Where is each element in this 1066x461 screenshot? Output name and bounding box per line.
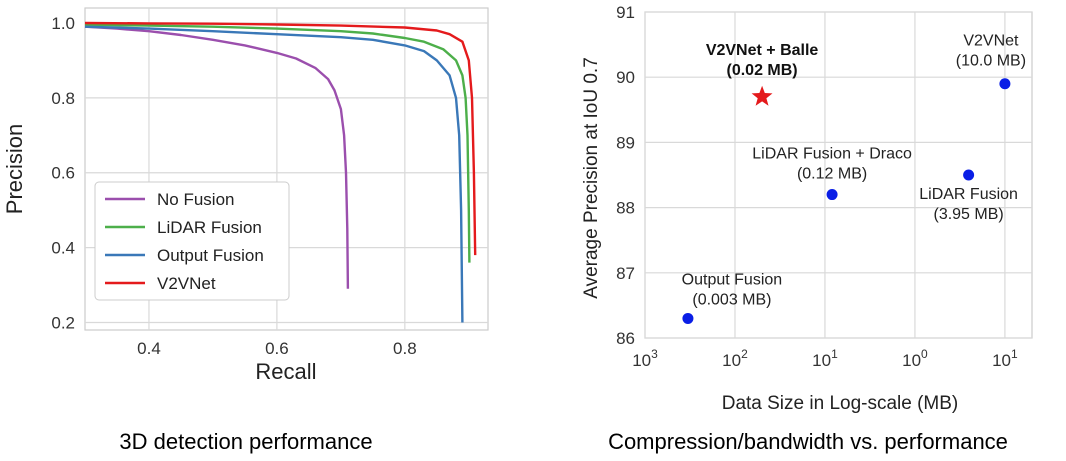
compression-scatter-chart: 103 102 101 100 101 86 87 88 89 90 91 V2VNet + Bal…	[581, 3, 1033, 454]
pr-caption: 3D detection performance	[119, 429, 372, 454]
scatter-x-tick-label: 100	[902, 347, 928, 370]
pr-tick-labels: 0.4 0.6 0.8 0.2 0.4 0.6 0.8 1.0	[51, 14, 416, 358]
scatter-y-tick-label: 88	[616, 199, 635, 218]
pr-legend-label: No Fusion	[157, 190, 234, 209]
pr-curve-chart: 0.4 0.6 0.8 0.2 0.4 0.6 0.8 1.0 No Fusion LiDAR …	[2, 7, 489, 454]
scatter-y-tick-label: 89	[616, 133, 635, 152]
scatter-y-axis-title: Average Precision at IoU 0.7	[581, 57, 602, 299]
pr-x-tick-label: 0.6	[265, 339, 289, 358]
scatter-x-tick-label: 101	[992, 347, 1018, 370]
scatter-point-label: V2VNet	[963, 33, 1019, 50]
pr-y-tick-label: 0.6	[51, 164, 75, 183]
pr-series-line-no-fusion	[84, 25, 350, 289]
pr-x-axis-title: Recall	[255, 359, 316, 384]
pr-y-tick-label: 0.4	[51, 239, 75, 258]
pr-series-line-v2vnet	[84, 21, 477, 256]
scatter-point	[682, 312, 694, 324]
scatter-y-tick-label: 90	[616, 68, 635, 87]
scatter-point-label: LiDAR Fusion + Draco	[752, 146, 912, 163]
scatter-point-size-label: (3.95 MB)	[933, 206, 1003, 223]
scatter-point	[826, 189, 838, 201]
pr-y-tick-label: 1.0	[51, 14, 75, 33]
pr-x-tick-label: 0.8	[393, 339, 417, 358]
pr-legend-label: Output Fusion	[157, 246, 264, 265]
scatter-y-tick-label: 86	[616, 329, 635, 348]
scatter-y-tick-label: 87	[616, 264, 635, 283]
scatter-points: V2VNet + Balle (0.02 MB) V2VNet (10.0 MB) Li…	[682, 33, 1026, 324]
pr-series-line-lidar-fusion	[84, 23, 471, 263]
scatter-point-label: V2VNet + Balle	[706, 42, 819, 59]
pr-y-tick-label: 0.8	[51, 89, 75, 108]
pr-y-axis-title: Precision	[2, 124, 27, 214]
scatter-point-size-label: (0.003 MB)	[692, 291, 771, 308]
scatter-point-size-label: (10.0 MB)	[956, 53, 1026, 70]
scatter-point-size-label: (0.02 MB)	[727, 62, 798, 79]
pr-curves	[84, 21, 477, 323]
scatter-y-tick-label: 91	[616, 3, 635, 22]
scatter-point-label: Output Fusion	[682, 271, 783, 288]
scatter-x-tick-label: 102	[722, 347, 748, 370]
scatter-tick-labels: 103 102 101 100 101 86 87 88 89 90 91	[616, 3, 1018, 370]
pr-legend: No Fusion LiDAR Fusion Output Fusion V2VNet	[94, 181, 290, 301]
scatter-point-size-label: (0.12 MB)	[797, 166, 867, 183]
scatter-point-label: LiDAR Fusion	[919, 186, 1018, 203]
scatter-caption: Compression/bandwidth vs. performance	[608, 429, 1008, 454]
scatter-grid	[644, 11, 1032, 339]
pr-series-line-output-fusion	[84, 25, 464, 323]
scatter-x-tick-label: 101	[812, 347, 838, 370]
pr-x-tick-label: 0.4	[137, 339, 161, 358]
scatter-x-tick-label: 103	[632, 347, 658, 370]
scatter-point-star	[751, 85, 773, 106]
pr-legend-box	[94, 181, 290, 301]
scatter-point	[963, 169, 975, 181]
pr-legend-label: LiDAR Fusion	[157, 218, 262, 237]
scatter-point	[999, 78, 1011, 90]
scatter-x-axis-title: Data Size in Log-scale (MB)	[722, 393, 959, 414]
pr-y-tick-label: 0.2	[51, 314, 75, 333]
pr-legend-label: V2VNet	[157, 274, 216, 293]
